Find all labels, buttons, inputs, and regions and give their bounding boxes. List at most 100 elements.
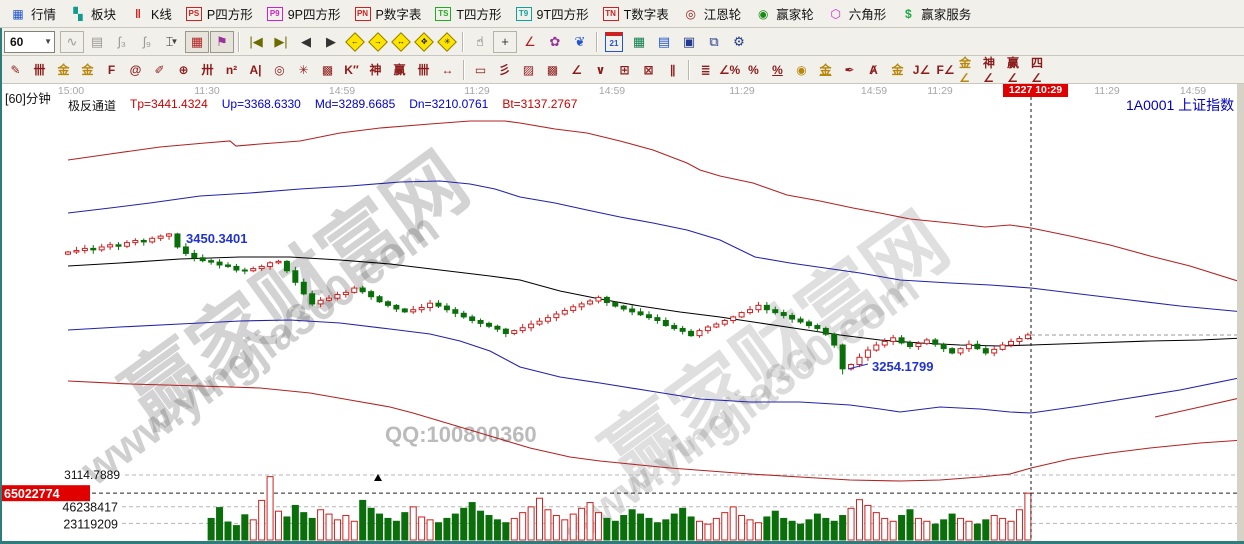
a-channel-tool[interactable]: A| — [249, 62, 262, 77]
mesh-box-tool[interactable]: ▩ — [546, 62, 559, 77]
menu-item-hexagon[interactable]: ⬡ 六角形 — [828, 4, 887, 23]
pan-hand-button[interactable]: ☝ — [468, 31, 492, 53]
menu-item-p-square[interactable]: PS P四方形 — [185, 4, 253, 23]
n-square-tool[interactable]: n² — [225, 62, 238, 77]
volume-bar — [1024, 492, 1032, 541]
burst-circle-tool[interactable]: ✳ — [298, 62, 309, 77]
volume-bar — [350, 520, 358, 541]
measure-column-tool[interactable]: ≣ — [700, 62, 711, 77]
menu-item-p9-square[interactable]: P9 9P四方形 — [266, 4, 341, 23]
shape-flower-button[interactable]: ✿ — [543, 31, 567, 53]
chart-area[interactable]: 15:00 11:30 14:59 11:29 14:59 11:29 14:59 11:29… — [0, 84, 1244, 544]
angle-fan-tool[interactable]: ∠ — [571, 62, 582, 77]
gann-grid-tool[interactable]: 卌 — [33, 63, 46, 77]
nav-prev-button[interactable]: ◀ — [294, 31, 318, 53]
zigzag-button[interactable]: ∿ — [60, 30, 84, 53]
menu-item-t9-square[interactable]: T9 9T四方形 — [515, 4, 589, 23]
menu-item-quote-table[interactable]: ▦ 行情 — [10, 4, 56, 23]
rays-tool[interactable]: 彡 — [498, 63, 511, 77]
flag-button[interactable]: ⚑ — [210, 30, 234, 53]
knot-button[interactable]: ❦ — [568, 31, 592, 53]
shen-grid-tool[interactable]: 神 — [369, 63, 382, 77]
gold-angle-tool[interactable]: 金∠ — [959, 56, 972, 85]
gold-line-tool[interactable]: 金 — [819, 63, 832, 77]
brush-tool[interactable]: ✒ — [844, 62, 855, 77]
menu-item-tn-number[interactable]: TN T数字表 — [602, 4, 669, 23]
menu-item-p-number[interactable]: PN P数字表 — [354, 4, 421, 23]
gold-grid-b-tool[interactable]: 金 — [81, 63, 94, 77]
notes-icon: ▤ — [657, 33, 671, 49]
report-button[interactable]: ▤ — [85, 31, 109, 53]
menu-item-blocks[interactable]: ▚ 板块 — [70, 4, 116, 23]
menu-item-service-dollar[interactable]: $ 赢家服务 — [900, 4, 971, 23]
volume-scale-label: 23119209 — [63, 517, 118, 531]
target-circle-tool[interactable]: ◎ — [274, 62, 285, 77]
percent-angle-tool[interactable]: ∠% — [718, 62, 741, 77]
gold-grid-a-tool[interactable]: 金 — [57, 63, 70, 77]
pen-tool[interactable]: ✎ — [10, 62, 21, 77]
mesh-square-tool[interactable]: ⊞ — [619, 62, 630, 77]
marker-pen-tool[interactable]: ✐ — [154, 62, 165, 77]
diamond-left-button[interactable]: ← — [345, 31, 365, 52]
notes-button[interactable]: ▤ — [652, 31, 676, 53]
spiral-tool[interactable]: @ — [129, 62, 142, 77]
gold-char-tool[interactable]: 金 — [891, 63, 904, 77]
width-arrow-tool[interactable]: ↔ — [441, 62, 454, 77]
check-angle-tool[interactable]: ∨ — [595, 62, 606, 77]
diamond-all-button[interactable]: ✥ — [414, 31, 434, 52]
candle-body — [300, 281, 307, 295]
nav-next-button[interactable]: ▶ — [319, 31, 343, 53]
gann-circle-tool[interactable]: ⊕ — [178, 62, 189, 77]
candle-style-icon: ⌶ — [165, 33, 174, 49]
parallel-lines-tool[interactable]: ∥ — [669, 62, 676, 77]
candle-style-button[interactable]: ⌶ ▼ — [160, 31, 184, 53]
frame-tool[interactable]: ▭ — [474, 62, 487, 77]
menu-item-t-square[interactable]: TS T四方形 — [435, 4, 502, 23]
period-select[interactable]: 60 ▼ — [4, 30, 55, 53]
percent-line-tool[interactable]: % — [772, 62, 783, 77]
plain-grid-tool[interactable]: 卅 — [201, 63, 214, 77]
volume-bar — [881, 517, 889, 541]
matrix-button[interactable]: ▦ — [627, 31, 651, 53]
steps3-button[interactable]: ʃ₃ — [110, 31, 134, 53]
volume-bar — [519, 512, 527, 541]
nav-last-button[interactable]: ▶| — [269, 31, 293, 53]
angle-measure-button[interactable]: ∠ — [518, 31, 542, 53]
save-button[interactable]: ▣ — [677, 31, 701, 53]
volume-bar — [923, 520, 931, 541]
gold-circle-tool[interactable]: ◉ — [796, 62, 807, 77]
nav-first-button[interactable]: |◀ — [244, 31, 268, 53]
shade-box-tool[interactable]: ▨ — [522, 62, 535, 77]
pattern-button[interactable]: ▦ — [185, 30, 209, 53]
f-grid-tool[interactable]: F — [107, 62, 116, 77]
candle-body — [637, 311, 644, 316]
a-slash-tool[interactable]: Ⱥ — [869, 62, 878, 77]
f-angle-tool[interactable]: F∠ — [936, 62, 955, 77]
chevron-down-icon[interactable]: ▼ — [44, 37, 52, 46]
j-angle-tool[interactable]: J∠ — [912, 62, 931, 77]
mesh-circle-tool[interactable]: ▩ — [321, 62, 334, 77]
ying-angle-tool[interactable]: 赢∠ — [1007, 56, 1020, 85]
calendar-button[interactable]: 21 — [602, 31, 626, 53]
ruler-grid-tool[interactable]: 卌 — [417, 63, 430, 77]
pan-hand-icon: ☝ — [476, 33, 484, 49]
print-truck-button[interactable]: ⚙ — [727, 31, 751, 53]
ying-grid-tool[interactable]: 赢 — [393, 63, 406, 77]
menu-item-winner-wheel[interactable]: ◉ 赢家轮 — [755, 4, 814, 23]
four-angle-tool[interactable]: 四∠ — [1031, 56, 1044, 85]
diamond-star-button[interactable]: ✳ — [437, 31, 457, 52]
k-quote-tool[interactable]: K″ — [344, 62, 359, 77]
percent-tool[interactable]: % — [748, 62, 759, 77]
volume-bar — [830, 520, 838, 541]
diamond-both-button[interactable]: ↔ — [391, 31, 411, 52]
menu-item-kline[interactable]: ‖ K线 — [130, 4, 172, 23]
diamond-right-button[interactable]: → — [368, 31, 388, 52]
steps9-button[interactable]: ʃ₉ — [135, 31, 159, 53]
crosshair-button[interactable]: + — [493, 30, 517, 53]
menu-item-gann-wheel[interactable]: ◎ 江恩轮 — [683, 4, 741, 23]
mesh-square2-tool[interactable]: ⊠ — [643, 62, 654, 77]
shen-angle-tool[interactable]: 神∠ — [983, 56, 996, 85]
window-right-border[interactable] — [1237, 84, 1244, 541]
export-button[interactable]: ⧉ — [702, 31, 726, 53]
